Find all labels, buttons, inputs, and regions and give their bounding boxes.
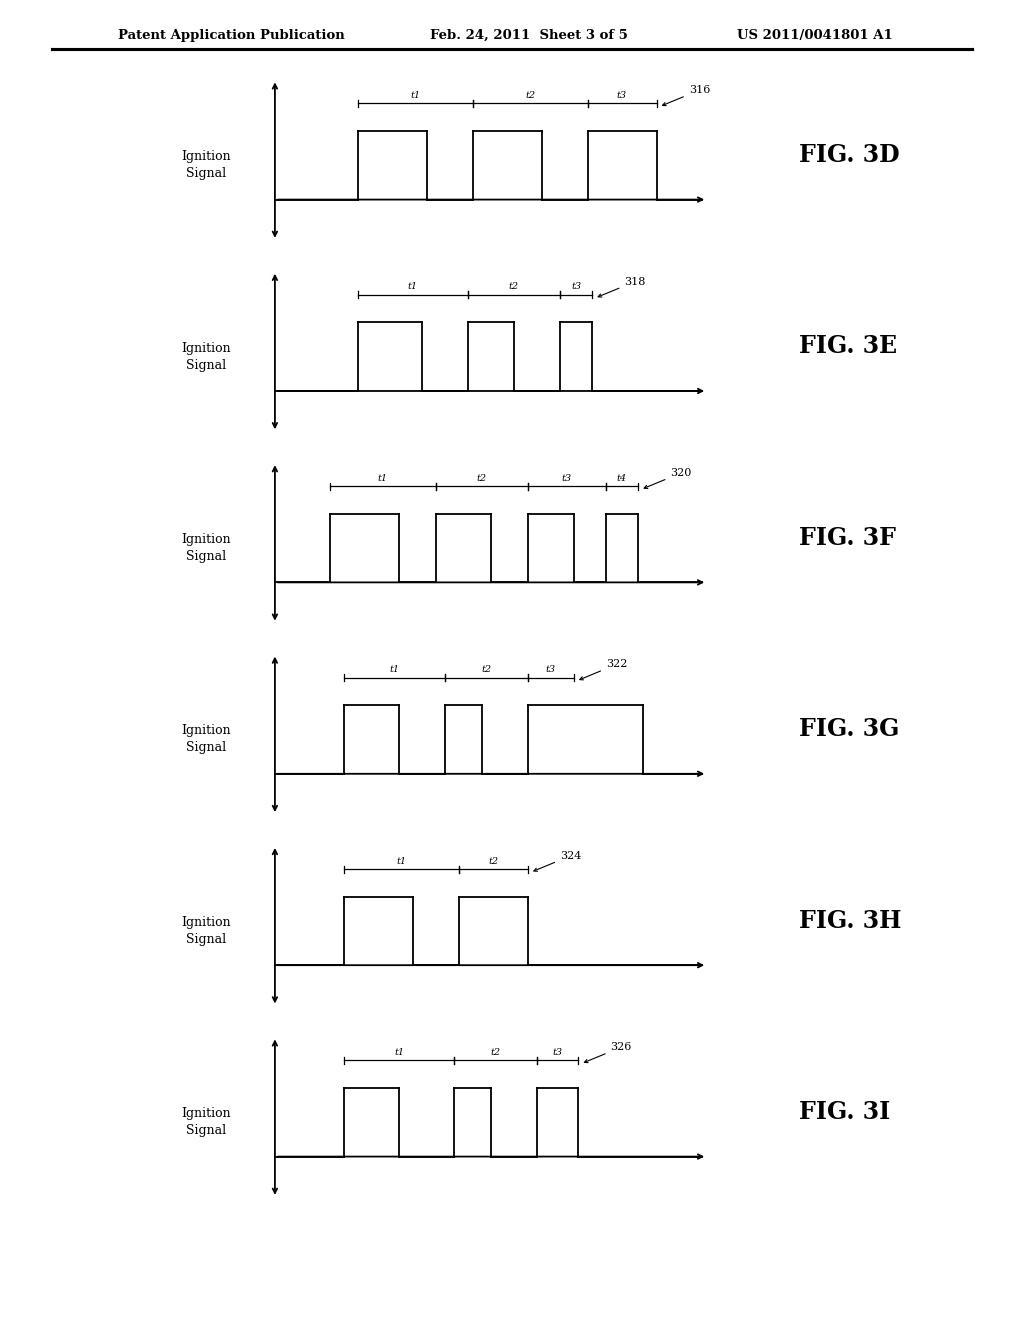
Text: t1: t1 [389,665,399,675]
Text: FIG. 3H: FIG. 3H [799,908,901,932]
Text: t1: t1 [396,857,407,866]
Text: Patent Application Publication: Patent Application Publication [118,29,344,42]
Text: 318: 318 [598,277,646,297]
Text: t2: t2 [488,857,499,866]
Text: 316: 316 [663,86,710,106]
Text: t1: t1 [378,474,388,483]
Text: t3: t3 [617,91,627,100]
Text: 322: 322 [580,660,628,680]
Text: Ignition
Signal: Ignition Signal [181,342,230,372]
Text: t3: t3 [571,282,581,292]
Text: t4: t4 [617,474,627,483]
Text: FIG. 3E: FIG. 3E [799,334,897,358]
Text: 320: 320 [644,469,691,488]
Text: t1: t1 [410,91,420,100]
Text: 326: 326 [585,1043,632,1063]
Text: t2: t2 [481,665,492,675]
Text: FIG. 3G: FIG. 3G [799,717,899,741]
Text: Ignition
Signal: Ignition Signal [181,150,230,181]
Text: t1: t1 [408,282,418,292]
Text: t3: t3 [562,474,572,483]
Text: Ignition
Signal: Ignition Signal [181,533,230,564]
Text: t3: t3 [546,665,556,675]
Text: t2: t2 [525,91,536,100]
Text: t2: t2 [477,474,486,483]
Text: FIG. 3F: FIG. 3F [799,525,896,549]
Text: FIG. 3D: FIG. 3D [799,143,899,166]
Text: 324: 324 [534,851,582,871]
Text: t3: t3 [553,1048,563,1057]
Text: FIG. 3I: FIG. 3I [799,1100,890,1123]
Text: t1: t1 [394,1048,404,1057]
Text: t2: t2 [509,282,519,292]
Text: Feb. 24, 2011  Sheet 3 of 5: Feb. 24, 2011 Sheet 3 of 5 [430,29,628,42]
Text: Ignition
Signal: Ignition Signal [181,916,230,946]
Text: Ignition
Signal: Ignition Signal [181,725,230,755]
Text: t2: t2 [490,1048,501,1057]
Text: Ignition
Signal: Ignition Signal [181,1107,230,1138]
Text: US 2011/0041801 A1: US 2011/0041801 A1 [737,29,893,42]
